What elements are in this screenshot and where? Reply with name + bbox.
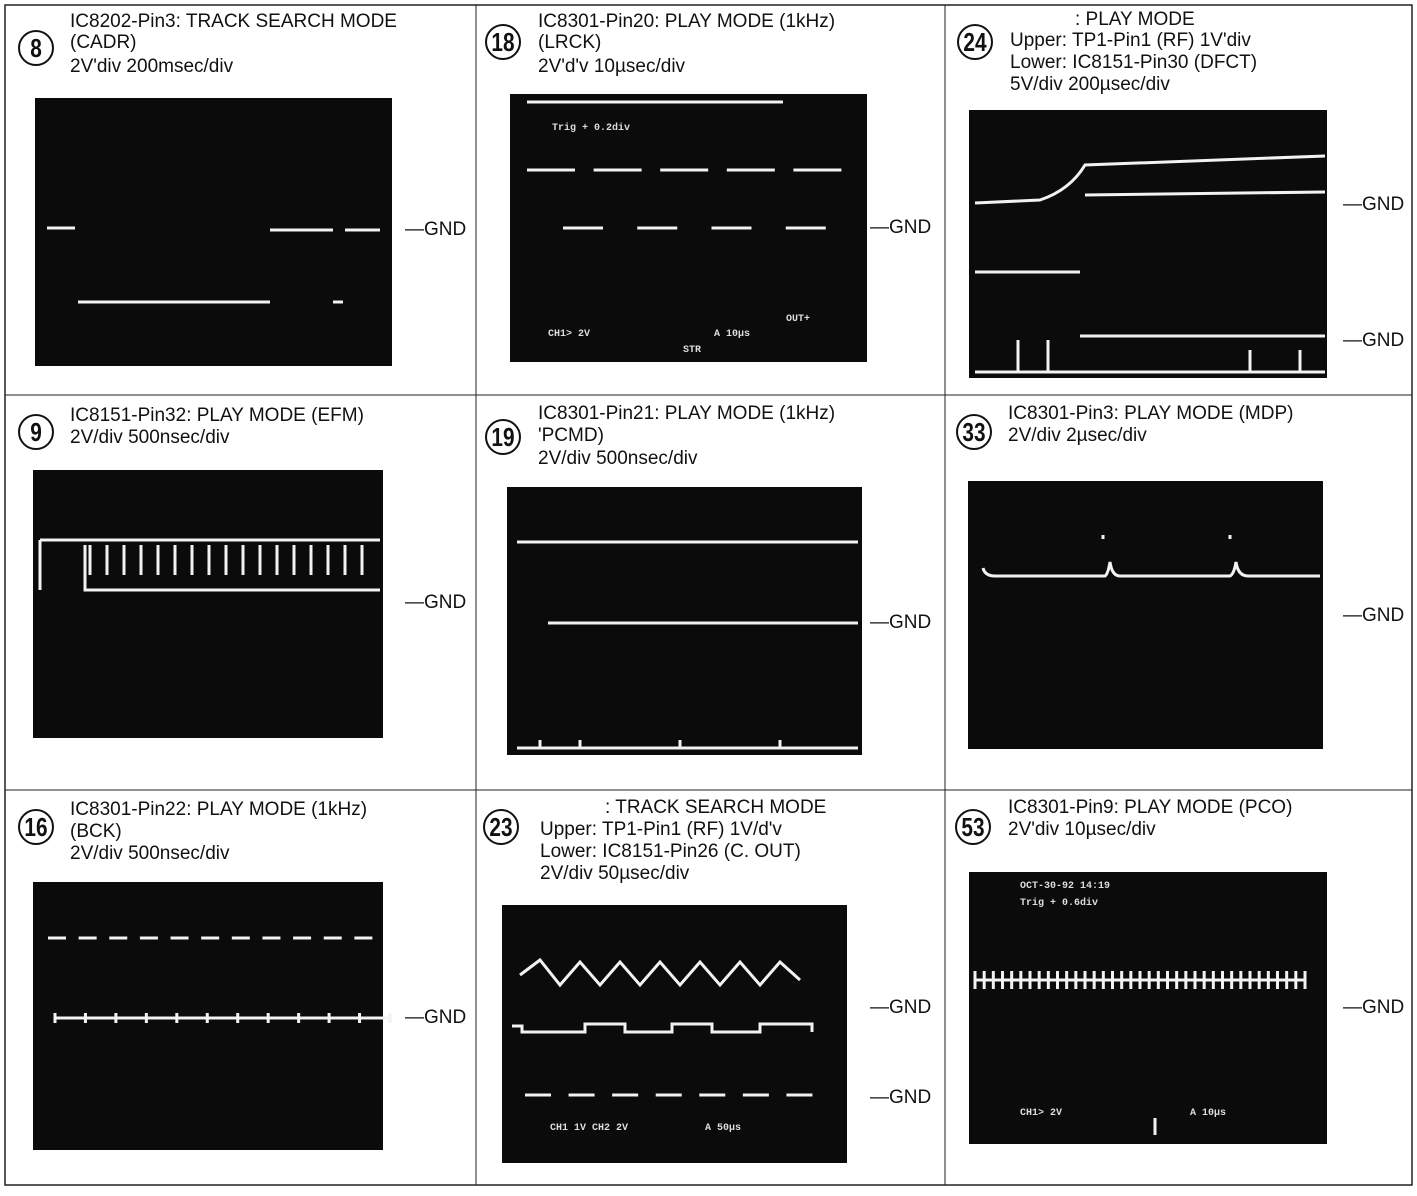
step-number: 18 <box>491 28 514 57</box>
caption-line: 2V/div 500nsec/div <box>70 843 230 864</box>
scope-screen <box>969 110 1327 378</box>
caption-line: IC8301-Pin21: PLAY MODE (1kHz) <box>538 403 835 424</box>
caption-line: : PLAY MODE <box>1075 9 1195 30</box>
step-number: 9 <box>30 418 42 447</box>
caption-line: 2V'd'v 10µsec/div <box>538 56 686 77</box>
gnd-label: —GND <box>870 997 931 1018</box>
caption-line: IC8301-Pin22: PLAY MODE (1kHz) <box>70 799 367 820</box>
step-number: 53 <box>961 813 984 842</box>
caption-line: 2V'div 200msec/div <box>70 56 234 77</box>
caption-line: 'PCMD) <box>538 425 604 446</box>
scope-readout: CH1> 2V <box>548 329 590 340</box>
step-number: 33 <box>962 418 985 447</box>
scope-screen <box>968 481 1323 749</box>
step-number: 16 <box>24 813 47 842</box>
scope-readout: A 10µs <box>714 329 750 340</box>
gnd-label: —GND <box>1343 605 1404 626</box>
gnd-label: —GND <box>870 1087 931 1108</box>
caption-line: 5V/div 200µsec/div <box>1010 74 1170 95</box>
gnd-label: —GND <box>1343 330 1404 351</box>
gnd-label: —GND <box>405 1007 466 1028</box>
caption-line: 2V/div 500nsec/div <box>70 427 230 448</box>
caption-line: (BCK) <box>70 821 122 842</box>
scope-screen <box>969 872 1327 1144</box>
step-number: 23 <box>489 813 512 842</box>
scope-readout: Trig + 0.2div <box>552 122 630 134</box>
step-number: 24 <box>963 28 986 57</box>
gnd-label: —GND <box>405 592 466 613</box>
caption-line: Upper: TP1-Pin1 (RF) 1V'div <box>1010 30 1251 51</box>
gnd-label: —GND <box>870 612 931 633</box>
scope-readout: A 50µs <box>705 1123 741 1134</box>
scope-screen <box>35 98 392 366</box>
caption-line: Lower: IC8151-Pin30 (DFCT) <box>1010 52 1257 73</box>
caption-line: IC8202-Pin3: TRACK SEARCH MODE <box>70 11 397 32</box>
caption-line: 2V/div 500nsec/div <box>538 448 698 469</box>
caption-line: 2V/div 50µsec/div <box>540 863 690 884</box>
caption-line: IC8301-Pin20: PLAY MODE (1kHz) <box>538 11 835 32</box>
caption-line: 2V/div 2µsec/div <box>1008 425 1147 446</box>
scope-readout: CH1> 2V <box>1020 1108 1062 1119</box>
scope-readout: STR <box>683 345 701 356</box>
caption-line: (LRCK) <box>538 32 601 53</box>
step-number: 19 <box>491 423 514 452</box>
scope-readout: CH1 1V CH2 2V <box>550 1123 628 1134</box>
gnd-label: —GND <box>1343 997 1404 1018</box>
scope-readout: A 10µs <box>1190 1108 1226 1119</box>
scope-screen <box>507 487 862 755</box>
gnd-label: —GND <box>1343 194 1404 215</box>
scope-screen <box>33 470 383 738</box>
scope-readout: OUT+ <box>786 314 810 325</box>
caption-line: : TRACK SEARCH MODE <box>605 797 826 818</box>
scope-readout: OCT-30-92 14:19 <box>1020 881 1110 892</box>
caption-line: (CADR) <box>70 32 137 53</box>
caption-line: IC8301-Pin9: PLAY MODE (PCO) <box>1008 797 1292 818</box>
caption-line: 2V'div 10µsec/div <box>1008 819 1156 840</box>
caption-line: IC8151-Pin32: PLAY MODE (EFM) <box>70 405 364 426</box>
step-number: 8 <box>30 34 42 63</box>
gnd-label: —GND <box>870 217 931 238</box>
scope-readout: Trig + 0.6div <box>1020 897 1098 909</box>
gnd-label: —GND <box>405 219 466 240</box>
caption-line: IC8301-Pin3: PLAY MODE (MDP) <box>1008 403 1293 424</box>
caption-line: Lower: IC8151-Pin26 (C. OUT) <box>540 841 801 862</box>
caption-line: Upper: TP1-Pin1 (RF) 1V/d'v <box>540 819 782 840</box>
page: 8 IC8202-Pin3: TRACK SEARCH MODE(CADR) 2V'… <box>0 0 1417 1191</box>
